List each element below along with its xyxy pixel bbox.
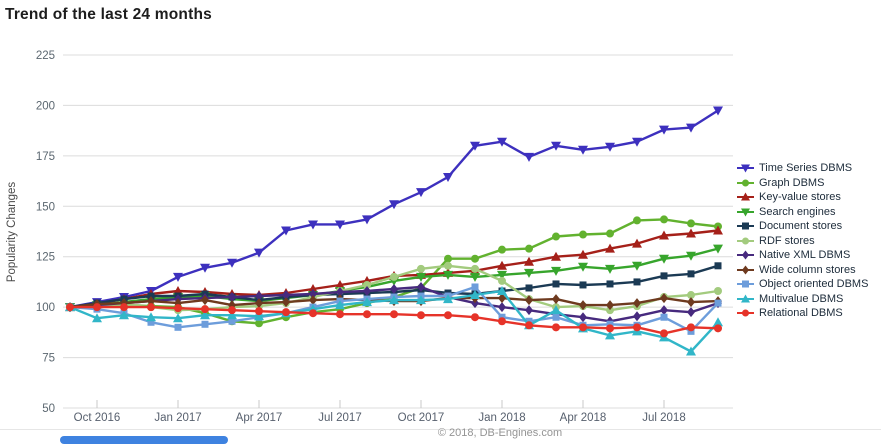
legend-item-document-stores[interactable]: Document stores [737, 219, 881, 234]
legend-label-time-series-dbms: Time Series DBMS [759, 162, 853, 175]
copyright-footer: © 2018, DB-Engines.com [437, 427, 563, 439]
legend-marker-time-series-dbms [737, 164, 754, 173]
chart-bottom-divider [0, 429, 881, 430]
chart-title: Trend of the last 24 months [5, 6, 212, 23]
x-tick-label-jan-2018: Jan 2018 [478, 412, 525, 424]
y-tick-label-100: 100 [36, 302, 55, 314]
legend-label-wide-column-stores: Wide column stores [759, 263, 856, 276]
x-tick-label-oct-2017: Oct 2017 [398, 412, 445, 424]
y-tick-label-125: 125 [36, 252, 55, 264]
y-axis-label: Popularity Changes [6, 182, 18, 283]
y-tick-label-50: 50 [42, 403, 55, 415]
x-tick-label-jul-2018: Jul 2018 [642, 412, 685, 424]
legend-item-graph-dbms[interactable]: Graph DBMS [737, 176, 881, 191]
legend-item-time-series-dbms[interactable]: Time Series DBMS [737, 161, 881, 176]
legend-item-relational-dbms[interactable]: Relational DBMS [737, 306, 881, 321]
trend-line-chart[interactable]: 225 200 175 150 125 100 75 50 Popularity Changes… [0, 0, 881, 434]
legend-item-key-value-stores[interactable]: Key-value stores [737, 190, 881, 205]
legend-label-search-engines: Search engines [759, 205, 836, 218]
legend-label-object-oriented-dbms: Object oriented DBMS [759, 278, 869, 291]
legend-marker-multivalue-dbms [737, 294, 754, 303]
legend-marker-native-xml-dbms [737, 250, 754, 260]
y-tick-label-150: 150 [36, 201, 55, 213]
legend-marker-relational-dbms [737, 309, 754, 317]
legend-label-key-value-stores: Key-value stores [759, 191, 841, 204]
legend-label-multivalue-dbms: Multivalue DBMS [759, 292, 844, 305]
legend-marker-graph-dbms [737, 179, 754, 187]
series-time-series-dbms[interactable] [65, 106, 723, 313]
legend-item-rdf-stores[interactable]: RDF stores [737, 234, 881, 249]
legend-label-document-stores: Document stores [759, 220, 843, 233]
x-tick-label-jul-2017: Jul 2017 [318, 412, 361, 424]
legend-item-native-xml-dbms[interactable]: Native XML DBMS [737, 248, 881, 263]
legend-label-native-xml-dbms: Native XML DBMS [759, 249, 851, 262]
x-tick-label-apr-2018: Apr 2018 [560, 412, 607, 424]
legend-marker-rdf-stores [737, 237, 754, 245]
legend-marker-document-stores [737, 222, 754, 230]
x-tick-label-oct-2016: Oct 2016 [74, 412, 121, 424]
legend-label-rdf-stores: RDF stores [759, 234, 815, 247]
y-tick-label-175: 175 [36, 151, 55, 163]
legend-item-object-oriented-dbms[interactable]: Object oriented DBMS [737, 277, 881, 292]
legend-label-graph-dbms: Graph DBMS [759, 176, 825, 189]
legend-marker-wide-column-stores [737, 265, 754, 275]
legend-item-multivalue-dbms[interactable]: Multivalue DBMS [737, 292, 881, 307]
y-tick-label-75: 75 [42, 353, 55, 365]
legend-item-search-engines[interactable]: Search engines [737, 205, 881, 220]
legend-label-relational-dbms: Relational DBMS [759, 307, 843, 320]
legend-marker-object-oriented-dbms [737, 280, 754, 288]
y-tick-label-225: 225 [36, 50, 55, 62]
legend-item-wide-column-stores[interactable]: Wide column stores [737, 263, 881, 278]
legend-marker-key-value-stores [737, 192, 754, 201]
x-tick-label-jan-2017: Jan 2017 [154, 412, 201, 424]
x-tick-label-apr-2017: Apr 2017 [236, 412, 283, 424]
y-tick-label-200: 200 [36, 100, 55, 112]
legend-marker-search-engines [737, 208, 754, 217]
series-relational-dbms[interactable] [66, 303, 722, 338]
horizontal-scrollbar-thumb[interactable] [60, 436, 228, 444]
chart-legend: Time Series DBMS Graph DBMS Key-value stor… [737, 161, 881, 321]
